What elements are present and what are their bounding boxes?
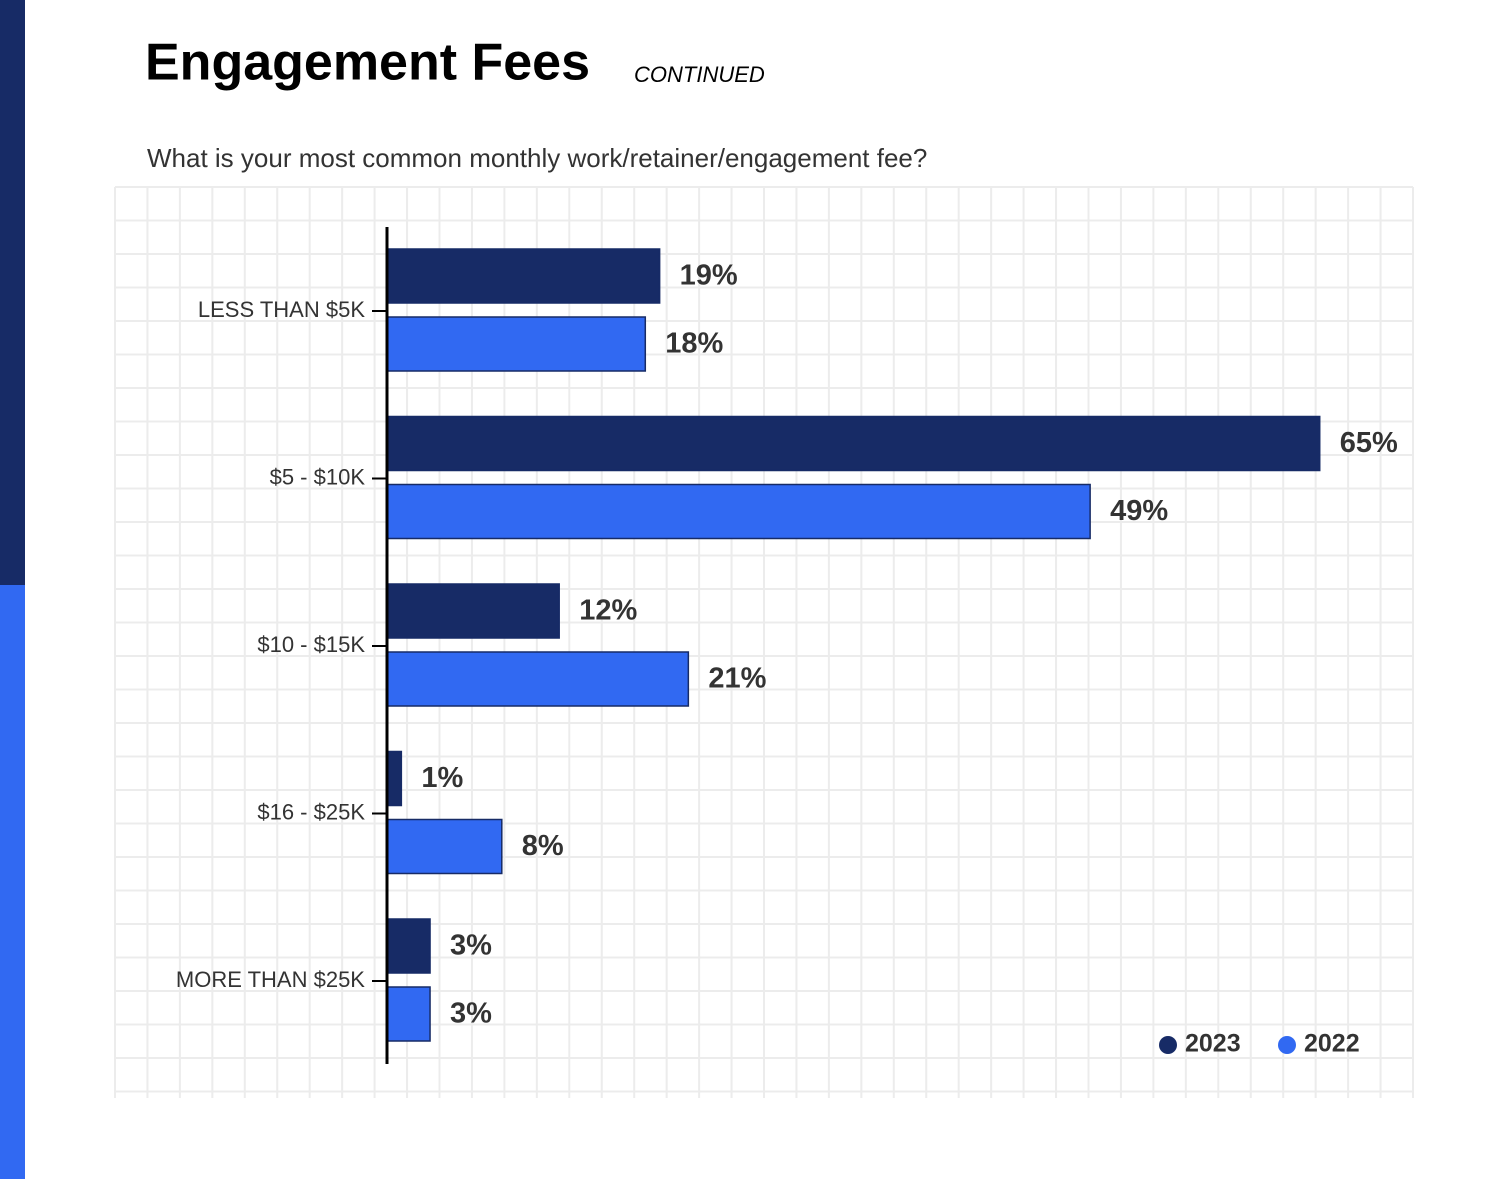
y-tick-label: $10 - $15K (257, 632, 365, 657)
side-stripe-light (0, 585, 25, 1179)
bar (386, 583, 560, 639)
value-label: 18% (665, 328, 723, 360)
value-label: 19% (680, 260, 738, 292)
legend-label: 2022 (1304, 1030, 1360, 1058)
y-tick-label: $16 - $25K (257, 799, 365, 824)
bar (386, 316, 647, 372)
bar (386, 248, 661, 304)
y-tick-label: LESS THAN $5K (198, 297, 365, 322)
value-label: 3% (450, 930, 492, 962)
value-label: 12% (579, 595, 637, 627)
value-label: 3% (450, 998, 492, 1030)
bar (386, 750, 403, 807)
subtitle: What is your most common monthly work/re… (147, 143, 927, 173)
value-label: 49% (1110, 495, 1168, 527)
bar (386, 818, 503, 875)
bar (386, 986, 431, 1042)
legend-marker (1159, 1036, 1177, 1054)
value-label: 21% (708, 663, 766, 695)
legend-label: 2023 (1185, 1030, 1241, 1058)
bar (386, 483, 1091, 540)
bar (386, 415, 1321, 472)
value-label: 8% (522, 830, 564, 862)
value-label: 1% (421, 762, 463, 794)
bar (386, 918, 431, 974)
bar (386, 651, 690, 707)
side-stripe-dark (0, 0, 25, 585)
y-tick-label: MORE THAN $25K (176, 967, 365, 992)
legend-marker (1278, 1036, 1296, 1054)
y-tick-label: $5 - $10K (270, 464, 366, 489)
chart-title: Engagement Fees (145, 34, 590, 92)
value-label: 65% (1340, 427, 1398, 459)
title-tag: CONTINUED (634, 62, 765, 87)
